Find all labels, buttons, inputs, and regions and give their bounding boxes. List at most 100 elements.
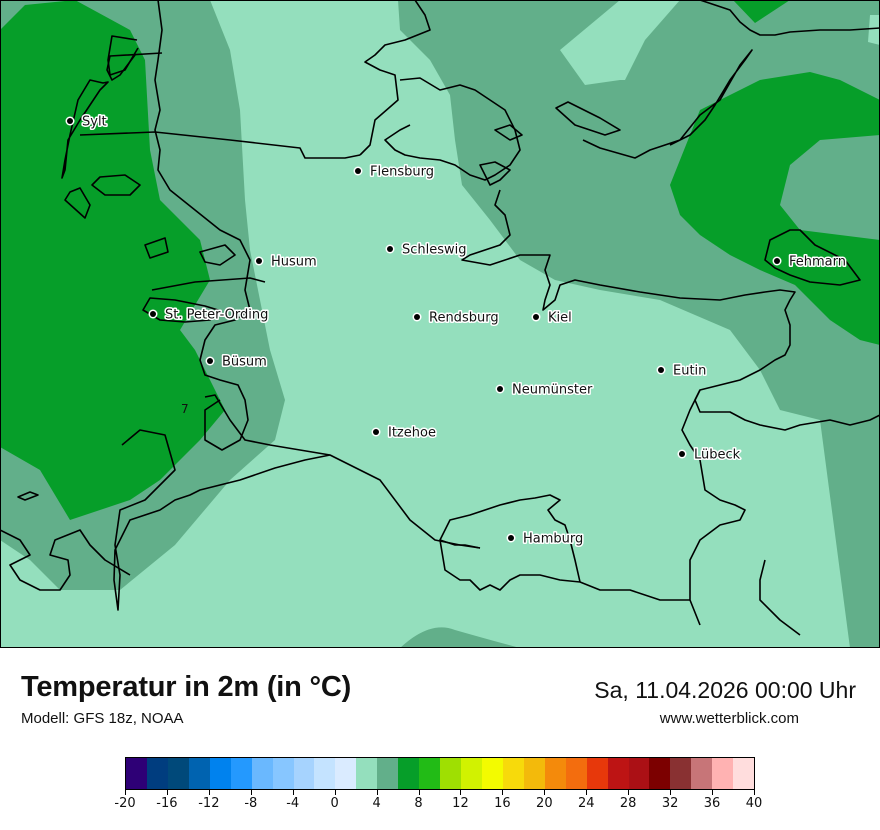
city-dot-icon [256, 258, 262, 264]
colorbar-tick [712, 790, 714, 795]
colorbar-segment [167, 758, 189, 789]
colorbar-segment [314, 758, 336, 789]
city-dot-icon [67, 118, 73, 124]
colorbar-tick-label: -8 [244, 796, 258, 811]
colorbar-tick-label: 12 [452, 796, 469, 811]
colorbar-tick-label: 32 [661, 796, 679, 811]
colorbar-tick-label: 36 [703, 796, 721, 811]
colorbar-segment [691, 758, 713, 789]
colorbar-segment [251, 758, 273, 789]
colorbar-segment [356, 758, 378, 789]
colorbar-tick [670, 790, 672, 795]
colorbar-segment [440, 758, 461, 789]
colorbar-segment [335, 758, 357, 789]
city-dot-icon [414, 314, 420, 320]
colorbar-ticks: -20 -16 -12 -8 -4 0 4 8 12 16 20 24 28 32 36 40 [114, 790, 762, 820]
colorbar-segment [230, 758, 252, 789]
colorbar-tick-label: -20 [114, 796, 136, 811]
city-marker: Eutin [656, 362, 708, 380]
colorbar-tick [754, 790, 755, 795]
city-marker: Husum [254, 253, 318, 271]
city-label: Kiel [548, 311, 572, 326]
city-marker: Itzehoe [371, 424, 437, 442]
colorbar-tick [208, 790, 210, 795]
city-dot-icon [658, 367, 664, 373]
city-marker: Lübeck [677, 446, 742, 464]
colorbar-segment [586, 758, 608, 789]
city-label: Lübeck [694, 448, 741, 463]
colorbar-tick [166, 790, 168, 795]
colorbar-segment [649, 758, 671, 789]
coastlines [0, 0, 880, 636]
colorbar-segment [607, 758, 629, 789]
colorbar-tick [502, 790, 504, 795]
city-label: Hamburg [523, 532, 583, 547]
colorbar-segment [461, 758, 482, 789]
colorbar-segment [670, 758, 692, 789]
website-link[interactable]: www.wetterblick.com [659, 710, 799, 727]
colorbar-tick [544, 790, 546, 795]
city-marker: St. Peter-Ording [148, 306, 270, 324]
city-dot-icon [207, 358, 213, 364]
colorbar-tick-label: -12 [198, 796, 220, 811]
city-marker: Fehmarn [772, 253, 848, 271]
city-label: Neumünster [512, 383, 593, 398]
city-marker: Hamburg [506, 530, 585, 548]
temp-band-2-4-east-patch [868, 15, 880, 45]
colorbar-segment [733, 758, 755, 789]
colorbar-tick-label: 24 [577, 796, 595, 811]
temperature-colorbar [125, 757, 755, 790]
colorbar-segment [126, 758, 147, 789]
colorbar-segment [628, 758, 650, 789]
colorbar-segment [146, 758, 168, 789]
colorbar-tick-label: 20 [536, 796, 553, 811]
temp-band-6-8-north [733, 0, 790, 23]
city-label: Sylt [82, 115, 107, 130]
city-dot-icon [497, 386, 503, 392]
city-marker: Flensburg [353, 163, 435, 181]
city-marker: Büsum [205, 353, 268, 371]
colorbar-tick-label: 8 [414, 796, 423, 811]
city-label: Eutin [673, 364, 706, 379]
colorbar-segment [565, 758, 587, 789]
colorbar-tick-label: 16 [494, 796, 511, 811]
city-markers: Sylt Flensburg Schleswig Husum St. Peter-Ord… [65, 113, 848, 548]
city-dot-icon [774, 258, 780, 264]
city-marker: Neumünster [495, 381, 594, 399]
colorbar-tick [460, 790, 462, 795]
colorbar-tick-label: 40 [745, 796, 763, 811]
city-marker: Kiel [531, 309, 573, 327]
city-label: St. Peter-Ording [165, 308, 268, 323]
temp-band-2-4-northeast-patch [560, 0, 680, 85]
city-label: Husum [271, 255, 317, 270]
colorbar-segment [712, 758, 734, 789]
model-info: Modell: GFS 18z, NOAA [21, 710, 184, 727]
city-dot-icon [679, 451, 685, 457]
colorbar-tick [125, 790, 126, 795]
colorbar-tick [628, 790, 630, 795]
temp-band-6-8-west [0, 0, 225, 520]
colorbar-segment [188, 758, 210, 789]
colorbar-segment [544, 758, 566, 789]
colorbar-tick-label: 0 [330, 796, 339, 811]
city-label: Schleswig [402, 243, 467, 258]
city-dot-icon [508, 535, 514, 541]
colorbar-tick-label: 28 [619, 796, 637, 811]
city-dot-icon [150, 311, 156, 317]
colorbar-tick-label: -16 [156, 796, 178, 811]
forecast-datetime: Sa, 11.04.2026 00:00 Uhr [594, 677, 856, 703]
colorbar-segment [398, 758, 420, 789]
colorbar-segment [209, 758, 231, 789]
colorbar-segment [502, 758, 524, 789]
colorbar-segment [272, 758, 294, 789]
colorbar-segment [481, 758, 503, 789]
colorbar-tick-label: 4 [372, 796, 381, 811]
city-label: Büsum [222, 355, 267, 370]
city-marker: Rendsburg [412, 309, 500, 327]
colorbar-tick-label: -4 [286, 796, 300, 811]
colorbar-tick [418, 790, 420, 795]
city-marker: Sylt [65, 113, 108, 131]
colorbar-tick [292, 790, 294, 795]
colorbar-segment [419, 758, 441, 789]
colorbar-segment [377, 758, 399, 789]
